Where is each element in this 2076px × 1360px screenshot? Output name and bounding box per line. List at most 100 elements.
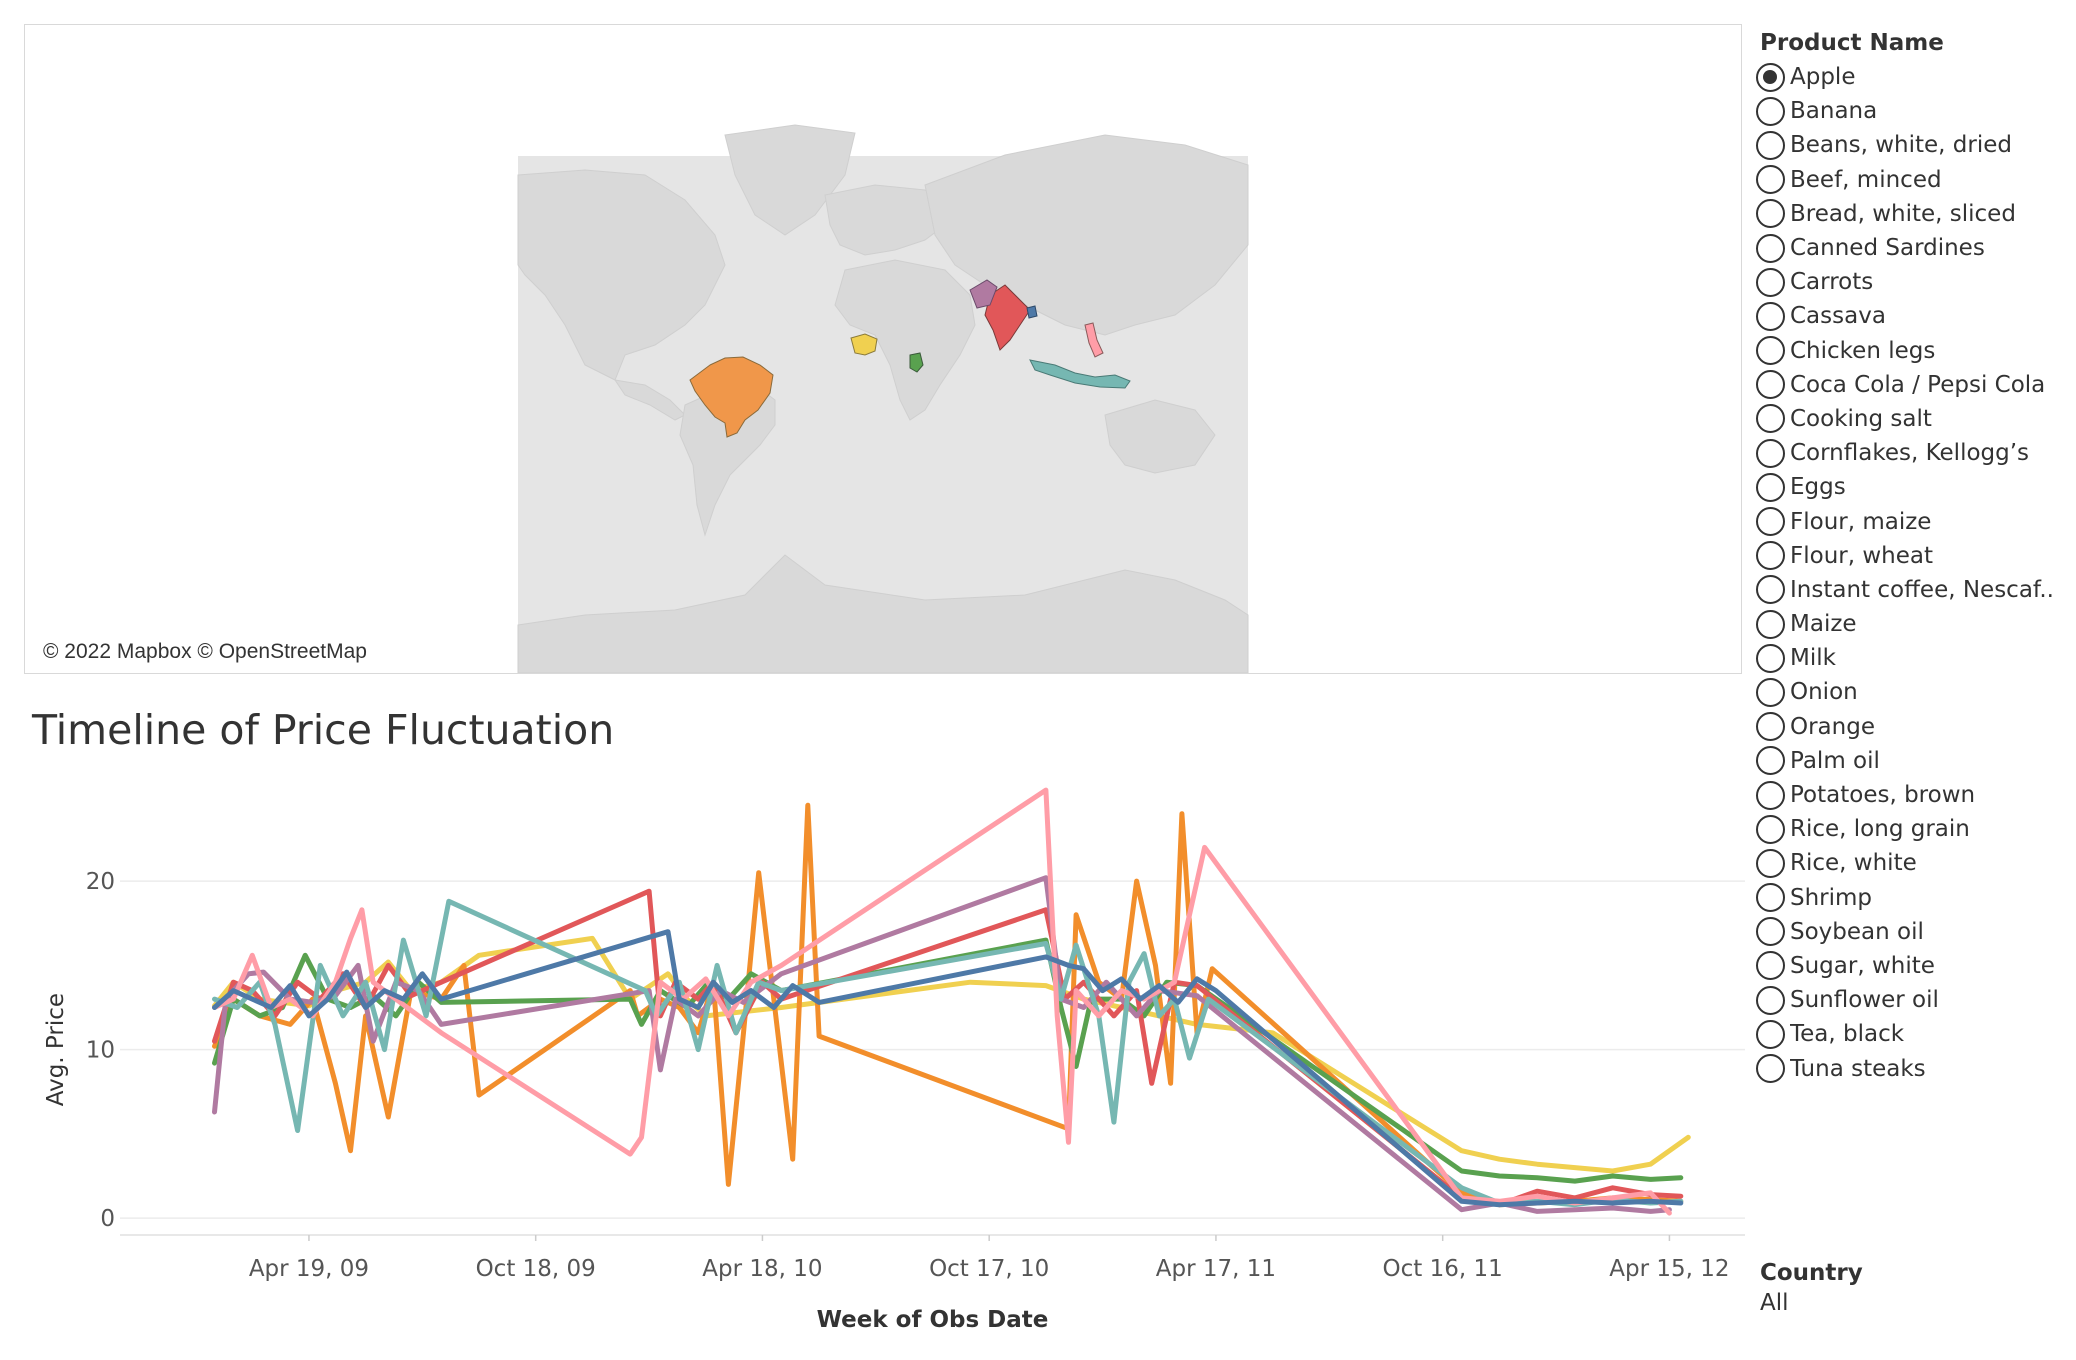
product-option[interactable]: Sugar, white bbox=[1756, 949, 2072, 983]
radio-button-icon[interactable] bbox=[1756, 814, 1785, 844]
country-pakistan[interactable] bbox=[969, 279, 998, 309]
product-option[interactable]: Carrots bbox=[1756, 265, 2072, 299]
product-option-label: Potatoes, brown bbox=[1790, 782, 1976, 809]
radio-button-icon[interactable] bbox=[1756, 985, 1785, 1015]
radio-button-icon[interactable] bbox=[1756, 609, 1785, 639]
product-option[interactable]: Tea, black bbox=[1756, 1017, 2072, 1051]
country-bangladesh[interactable] bbox=[1026, 305, 1038, 319]
radio-button-icon[interactable] bbox=[1756, 62, 1785, 92]
series-line[interactable] bbox=[212, 787, 1672, 1216]
product-option[interactable]: Cooking salt bbox=[1756, 402, 2072, 436]
series-line[interactable] bbox=[212, 898, 1684, 1208]
land-asia bbox=[924, 134, 1249, 336]
product-option[interactable]: Chicken legs bbox=[1756, 334, 2072, 368]
country-indonesia[interactable] bbox=[1029, 359, 1131, 389]
series-line[interactable] bbox=[212, 929, 1684, 1208]
radio-button-icon[interactable] bbox=[1756, 1019, 1785, 1049]
product-option[interactable]: Sunflower oil bbox=[1756, 983, 2072, 1017]
radio-button-icon[interactable] bbox=[1756, 336, 1785, 366]
radio-button-icon[interactable] bbox=[1756, 370, 1785, 400]
product-option-label: Flour, maize bbox=[1790, 508, 1932, 535]
world-map[interactable]: © 2022 Mapbox © OpenStreetMap bbox=[24, 24, 1742, 674]
radio-button-icon[interactable] bbox=[1756, 575, 1785, 605]
radio-button-icon[interactable] bbox=[1756, 267, 1785, 297]
product-option[interactable]: Maize bbox=[1756, 607, 2072, 641]
product-option[interactable]: Apple bbox=[1756, 60, 2072, 94]
product-option[interactable]: Tuna steaks bbox=[1756, 1051, 2072, 1085]
radio-button-icon[interactable] bbox=[1756, 199, 1785, 229]
product-option-label: Sugar, white bbox=[1790, 952, 1935, 979]
product-option[interactable]: Banana bbox=[1756, 94, 2072, 128]
product-option[interactable]: Onion bbox=[1756, 675, 2072, 709]
radio-button-icon[interactable] bbox=[1756, 848, 1785, 878]
product-option-label: Cassava bbox=[1790, 303, 1886, 330]
radio-button-icon[interactable] bbox=[1756, 301, 1785, 331]
product-option[interactable]: Flour, maize bbox=[1756, 504, 2072, 538]
product-option[interactable]: Bread, white, sliced bbox=[1756, 197, 2072, 231]
radio-button-icon[interactable] bbox=[1756, 883, 1785, 913]
radio-button-icon[interactable] bbox=[1756, 746, 1785, 776]
product-option-label: Carrots bbox=[1790, 269, 1874, 296]
y-tick-label: 20 bbox=[86, 869, 115, 895]
axis-layer: 0 10 20 Apr 19, 09 Oct 18, 09 Apr 18, 10 Oct 1… bbox=[43, 869, 1745, 1333]
product-option-label: Tea, black bbox=[1790, 1021, 1905, 1048]
radio-button-icon[interactable] bbox=[1756, 165, 1785, 195]
radio-button-icon[interactable] bbox=[1756, 541, 1785, 571]
product-option[interactable]: Orange bbox=[1756, 710, 2072, 744]
radio-button-icon[interactable] bbox=[1756, 780, 1785, 810]
product-option[interactable]: Soybean oil bbox=[1756, 915, 2072, 949]
product-option[interactable]: Eggs bbox=[1756, 470, 2072, 504]
series-line[interactable] bbox=[212, 802, 1684, 1208]
map-canvas[interactable] bbox=[25, 25, 1741, 673]
country-filter-value[interactable]: All bbox=[1760, 1290, 1789, 1316]
radio-button-icon[interactable] bbox=[1756, 712, 1785, 742]
radio-button-icon[interactable] bbox=[1756, 130, 1785, 160]
country-brazil[interactable] bbox=[689, 356, 774, 438]
x-tick-label: Oct 17, 10 bbox=[929, 1256, 1049, 1282]
radio-button-icon[interactable] bbox=[1756, 507, 1785, 537]
product-option[interactable]: Cassava bbox=[1756, 299, 2072, 333]
product-option-label: Tuna steaks bbox=[1790, 1055, 1926, 1082]
radio-button-icon[interactable] bbox=[1756, 951, 1785, 981]
radio-button-icon[interactable] bbox=[1756, 677, 1785, 707]
product-option-label: Sunflower oil bbox=[1790, 987, 1939, 1014]
product-option[interactable]: Rice, long grain bbox=[1756, 812, 2072, 846]
country-philippines[interactable] bbox=[1084, 322, 1104, 358]
product-option[interactable]: Potatoes, brown bbox=[1756, 778, 2072, 812]
map-attribution[interactable]: © 2022 Mapbox © OpenStreetMap bbox=[39, 639, 371, 665]
radio-button-icon[interactable] bbox=[1756, 472, 1785, 502]
radio-button-icon[interactable] bbox=[1756, 1054, 1785, 1084]
radio-button-icon[interactable] bbox=[1756, 233, 1785, 263]
product-option[interactable]: Rice, white bbox=[1756, 846, 2072, 880]
radio-button-icon[interactable] bbox=[1756, 643, 1785, 673]
country-nigeria[interactable] bbox=[850, 333, 878, 356]
product-option-label: Coca Cola / Pepsi Cola bbox=[1790, 371, 2046, 398]
product-option-label: Eggs bbox=[1790, 474, 1846, 501]
radio-button-icon[interactable] bbox=[1756, 438, 1785, 468]
country-india[interactable] bbox=[984, 284, 1031, 351]
product-option[interactable]: Flour, wheat bbox=[1756, 539, 2072, 573]
product-option[interactable]: Coca Cola / Pepsi Cola bbox=[1756, 368, 2072, 402]
product-option[interactable]: Instant coffee, Nescaf.. bbox=[1756, 573, 2072, 607]
product-option-label: Milk bbox=[1790, 645, 1836, 672]
radio-button-icon[interactable] bbox=[1756, 917, 1785, 947]
price-line-chart[interactable]: 0 10 20 Apr 19, 09 Oct 18, 09 Apr 18, 10 Oct 1… bbox=[0, 770, 1745, 1350]
product-option[interactable]: Cornflakes, Kellogg’s bbox=[1756, 436, 2072, 470]
land-antarctica bbox=[517, 554, 1249, 673]
country-kenya[interactable] bbox=[909, 352, 924, 373]
product-option[interactable]: Shrimp bbox=[1756, 881, 2072, 915]
land-europe bbox=[824, 184, 956, 256]
product-option[interactable]: Canned Sardines bbox=[1756, 231, 2072, 265]
product-option[interactable]: Milk bbox=[1756, 641, 2072, 675]
product-option[interactable]: Palm oil bbox=[1756, 744, 2072, 778]
product-option-label: Beef, minced bbox=[1790, 166, 1942, 193]
series-line[interactable] bbox=[212, 888, 1684, 1208]
radio-button-icon[interactable] bbox=[1756, 96, 1785, 126]
product-option[interactable]: Beef, minced bbox=[1756, 163, 2072, 197]
radio-button-icon[interactable] bbox=[1756, 404, 1785, 434]
product-option-label: Orange bbox=[1790, 713, 1875, 740]
product-option-label: Apple bbox=[1790, 64, 1856, 91]
product-option[interactable]: Beans, white, dried bbox=[1756, 128, 2072, 162]
y-tick-label: 0 bbox=[100, 1206, 115, 1232]
y-tick-label: 10 bbox=[86, 1038, 115, 1064]
